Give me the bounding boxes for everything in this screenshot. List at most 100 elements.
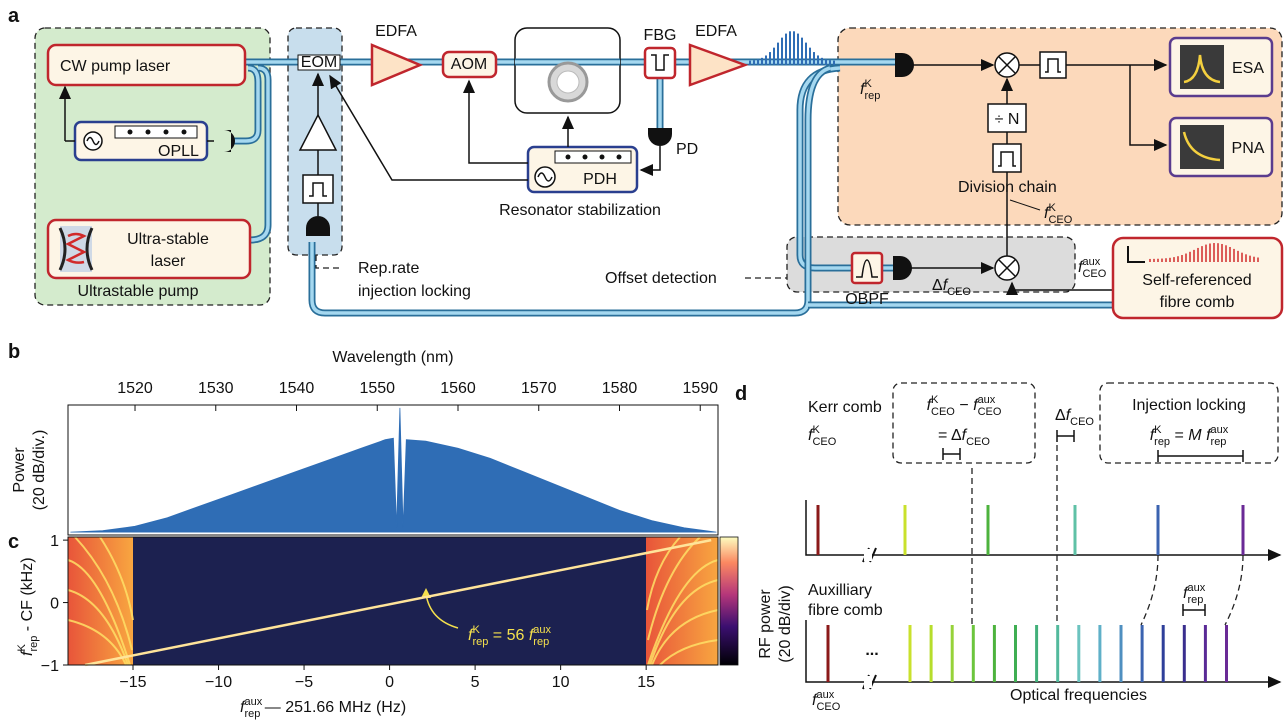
comb-icon [749, 31, 835, 65]
plot-frame [67, 404, 719, 536]
detector [895, 53, 914, 77]
wire [1006, 281, 1113, 295]
obpf-label: OBPF [845, 291, 889, 308]
text-part: f [1044, 205, 1050, 222]
text-part: f [1150, 427, 1156, 444]
text-part: f [1183, 585, 1189, 602]
note-text: = ΔfCEO​ [938, 427, 990, 448]
text-part: CEO [978, 406, 1002, 418]
wire [639, 146, 661, 176]
wire [329, 74, 528, 181]
screen [1180, 125, 1224, 169]
wire [463, 79, 528, 164]
y-axis-title: fKrep - CF (kHz) [16, 557, 40, 656]
plot-frame [67, 536, 719, 666]
y-axis-title: (20 dB/div) [777, 585, 794, 662]
text-part: Δ [1055, 407, 1066, 424]
text-part: K [864, 78, 872, 90]
wire [1129, 65, 1168, 151]
detector [648, 128, 672, 146]
screen-trace [1183, 54, 1221, 84]
x-axis-title: Wavelength (nm) [332, 349, 453, 366]
text-part: f [19, 650, 36, 656]
filter-icon [309, 182, 327, 197]
sine-icon [537, 172, 553, 182]
frep-label: fKrep​ [860, 78, 880, 102]
axis-break [864, 676, 872, 688]
kerr-comb-lines [816, 505, 1245, 555]
x-tick-label: 5 [471, 674, 480, 691]
text-part: = [1170, 427, 1188, 444]
locking-label: Rep.rate [358, 260, 419, 277]
cw-laser-label: CW pump laser [60, 58, 171, 75]
group-label: Offset detection [605, 270, 717, 287]
note-box [1099, 382, 1279, 464]
x-tick-label: −10 [205, 674, 232, 691]
y-tick-label: 0 [50, 596, 59, 613]
panel-label: c [8, 531, 19, 553]
text-part: f [927, 397, 933, 414]
note-text: Injection locking [1132, 397, 1246, 414]
annotation-arrow [425, 593, 459, 629]
text-part: f [240, 699, 246, 716]
group-label: Division chain [958, 179, 1057, 196]
text-part: rep [244, 708, 260, 720]
fbg-label: FBG [644, 27, 677, 44]
esa-label: ESA [1232, 60, 1264, 77]
comb-axis-icon [1127, 246, 1145, 263]
divider-label: ÷ N [995, 111, 1020, 128]
text-part: CEO [966, 436, 990, 448]
detector [893, 256, 912, 280]
x-tick-label: 0 [385, 674, 394, 691]
comb-title: Kerr comb [808, 399, 882, 416]
spacing-bar [1056, 430, 1075, 442]
text-part: f [1206, 427, 1212, 444]
cavity-icon [58, 227, 94, 271]
text-part: f [973, 397, 979, 414]
panel-label: a [8, 5, 20, 27]
text-part: K [472, 624, 480, 636]
text-part: CEO [1082, 268, 1106, 280]
eom-label: EOM [301, 54, 337, 71]
stabilization-label: Resonator stabilization [499, 202, 661, 219]
text-part: = Δ [938, 427, 962, 444]
text-part: f [812, 692, 818, 709]
fibre-comb-label: Self-referenced [1142, 272, 1251, 289]
text-part: − [955, 397, 973, 414]
text-part: f [529, 627, 535, 644]
text-part: rep [533, 636, 549, 648]
x-axis-title: Optical frequencies [1010, 687, 1147, 704]
delta-fceo-label: ΔfCEO​ [1055, 407, 1094, 428]
edfa-label: EDFA [375, 23, 417, 40]
text-part: f [468, 627, 474, 644]
aux-comb-lines [826, 625, 1228, 682]
leader [315, 255, 340, 269]
text-part: CEO [947, 286, 971, 298]
filter [992, 143, 1022, 173]
ultrastable-label: Ultra-stable [127, 231, 209, 248]
x-tick-label: 1580 [602, 380, 638, 397]
sine-icon [86, 136, 100, 146]
panel-icon [554, 150, 632, 164]
text-part: CEO [812, 436, 836, 448]
ultrastable-laser-box [46, 218, 252, 280]
knobs [565, 154, 622, 160]
x-tick-label: 1550 [359, 380, 395, 397]
pna-label: PNA [1232, 140, 1265, 157]
axis-break [864, 549, 872, 561]
text-part: CEO [931, 406, 955, 418]
x-tick-label: 1530 [198, 380, 234, 397]
text-part: f [860, 81, 866, 98]
filter-icon [1045, 58, 1061, 73]
text-part: aux [1082, 256, 1100, 268]
spacing-bar [1182, 604, 1206, 616]
opll-label: OPLL [158, 143, 199, 160]
text-part: f [1066, 407, 1072, 424]
text-part: Δ [932, 277, 943, 294]
